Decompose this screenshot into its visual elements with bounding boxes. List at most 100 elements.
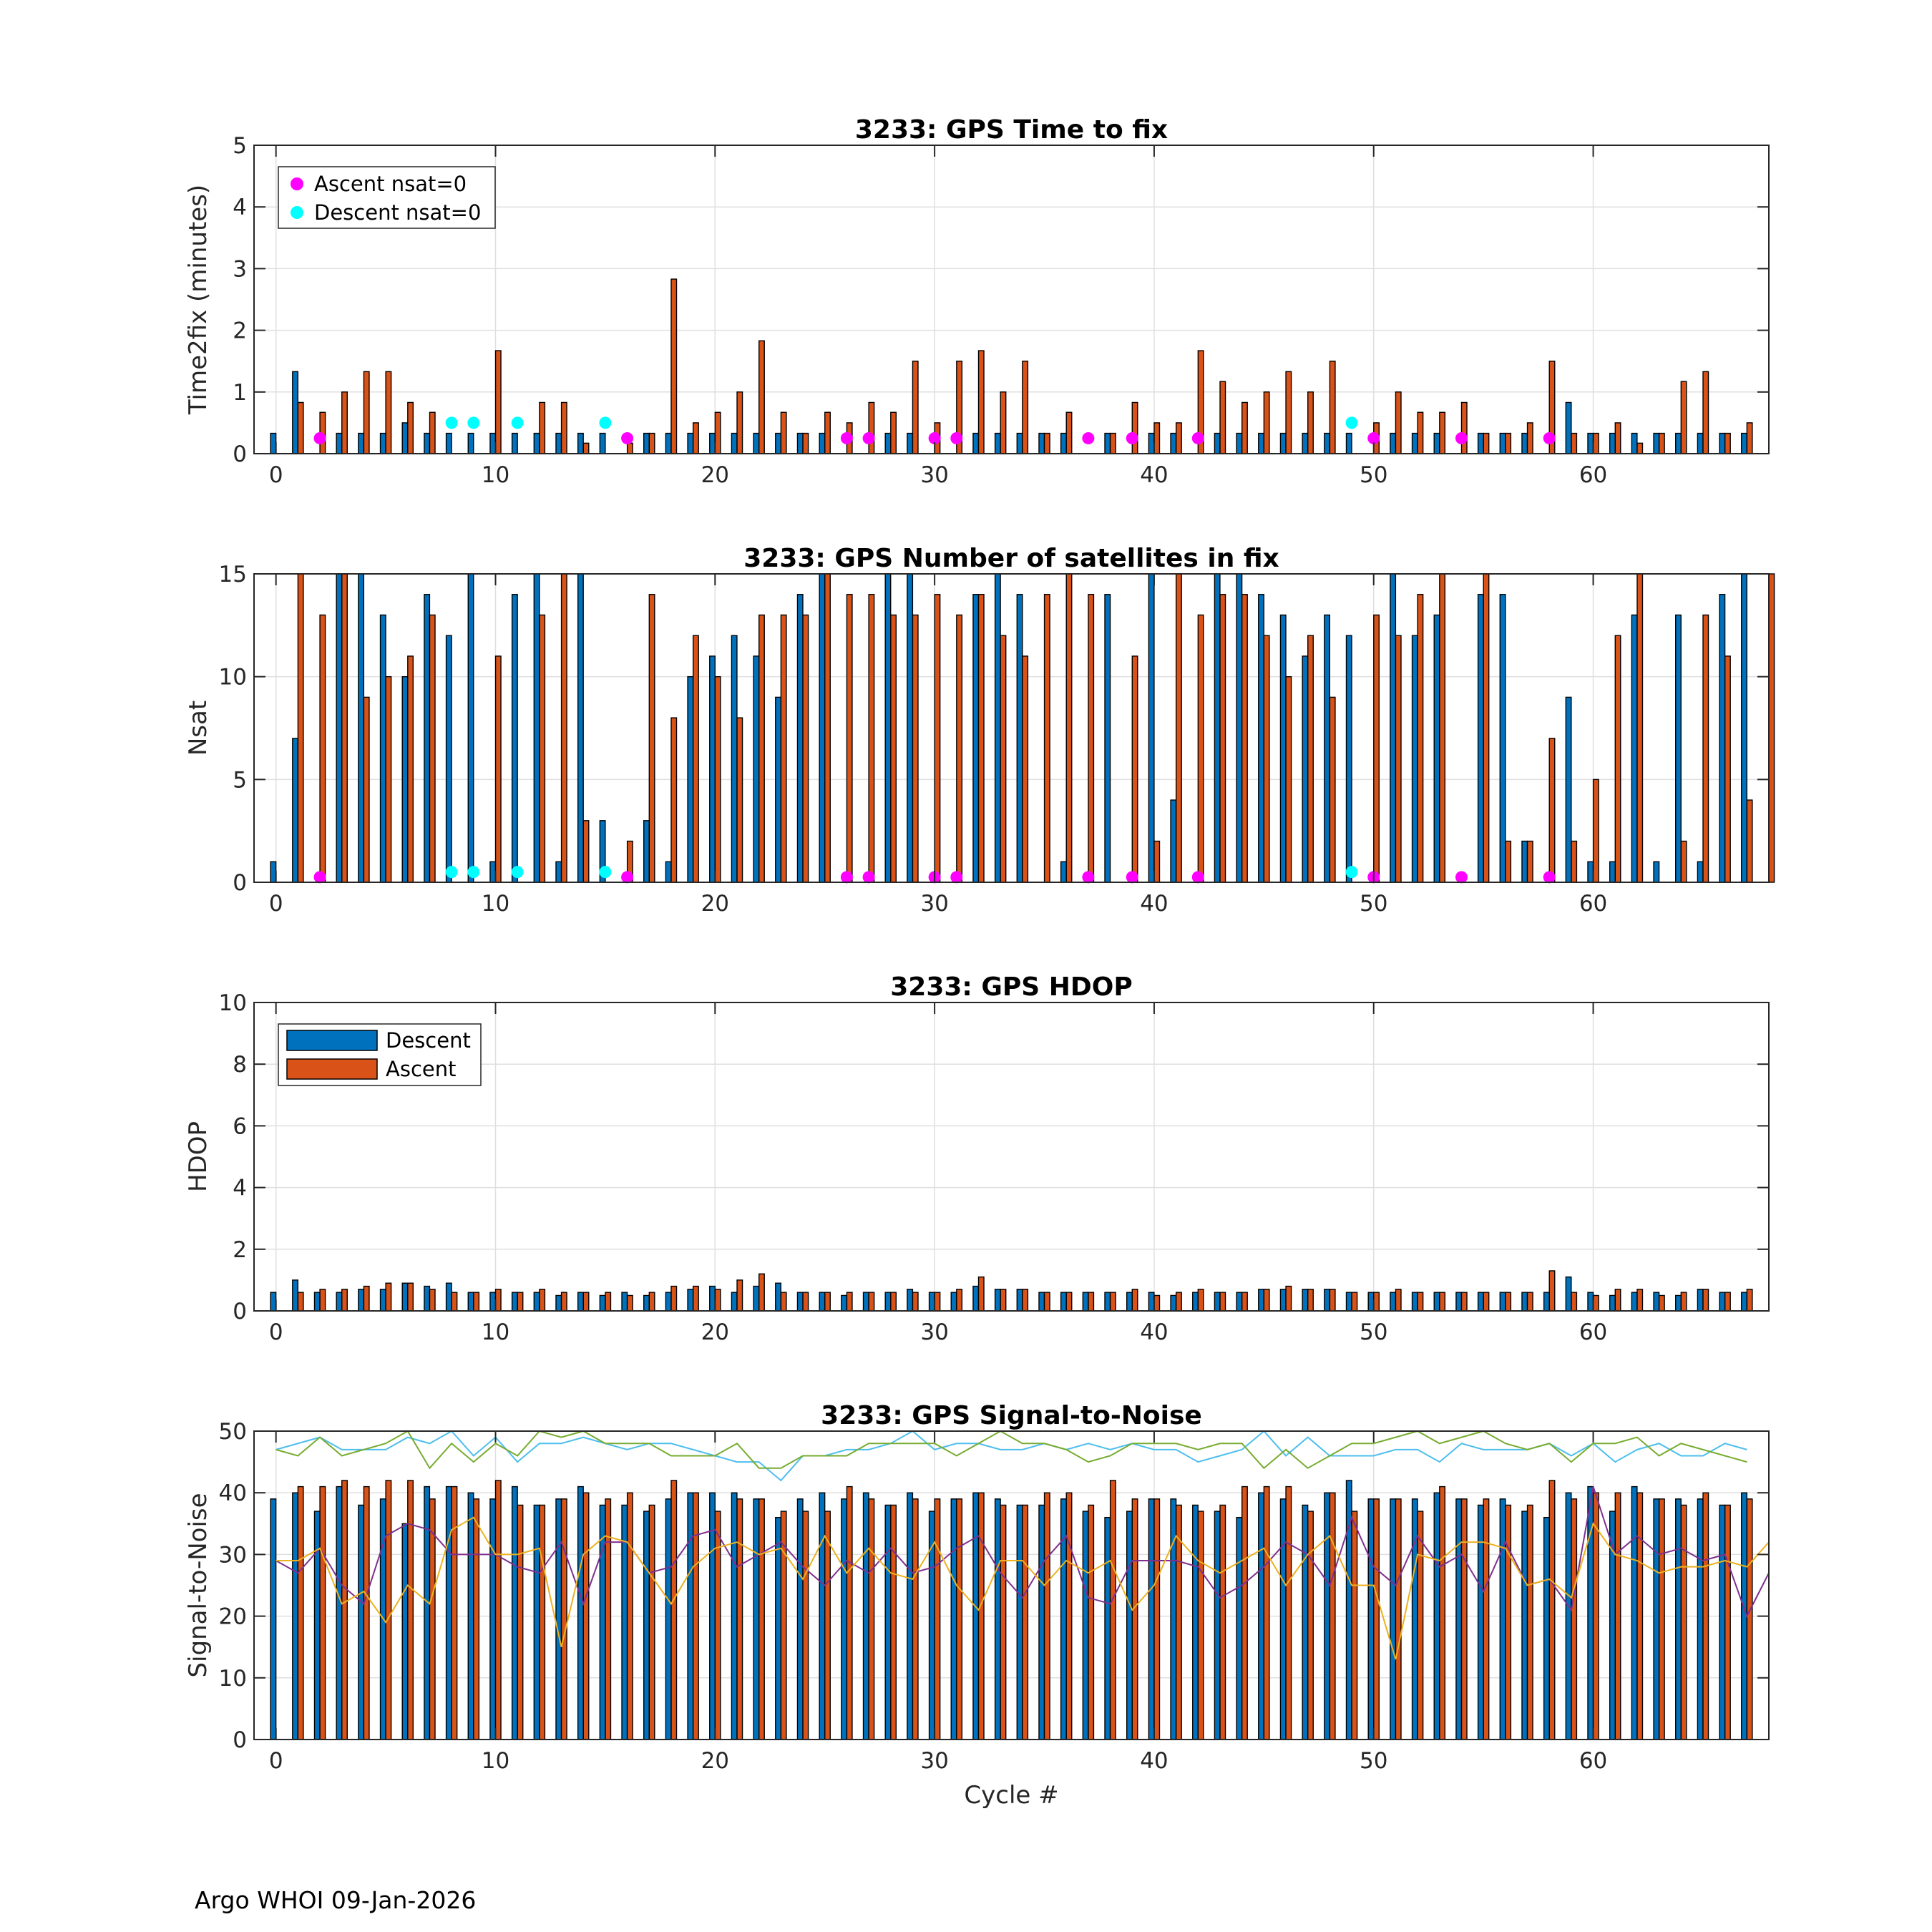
bar-ascent	[1526, 1292, 1533, 1312]
bar-ascent	[473, 1498, 480, 1740]
x-tick-label: 50	[1360, 891, 1387, 917]
bar-ascent	[1505, 840, 1512, 883]
marker-descent-nsat0	[445, 416, 458, 429]
bar-ascent	[1065, 573, 1073, 883]
bar-descent	[1521, 1292, 1528, 1312]
bar-descent	[1038, 432, 1045, 454]
bar-descent	[358, 1504, 365, 1740]
bar-descent	[1499, 594, 1506, 883]
legend-label: Ascent nsat=0	[314, 172, 467, 196]
bar-descent	[796, 1498, 804, 1740]
bar-descent	[1719, 1504, 1726, 1740]
bar-descent	[489, 1292, 497, 1312]
bar-descent	[665, 432, 672, 454]
bar-descent	[1390, 432, 1397, 454]
bar-descent	[1324, 1492, 1331, 1740]
bar-ascent	[1131, 401, 1138, 454]
bar-descent	[753, 1498, 760, 1740]
bar-ascent	[648, 1504, 655, 1740]
bar-descent	[1741, 1492, 1747, 1740]
bar-descent	[884, 1504, 892, 1740]
bar-descent	[1653, 1498, 1660, 1740]
bar-descent	[401, 1523, 409, 1740]
bar-ascent	[1263, 1289, 1270, 1312]
bar-descent	[1148, 1498, 1155, 1740]
bar-ascent	[780, 1292, 787, 1312]
bar-descent	[313, 1292, 321, 1312]
x-tick-label: 60	[1579, 462, 1607, 488]
bar-ascent	[1351, 1292, 1358, 1312]
bar-descent	[1148, 573, 1155, 883]
bar-descent	[270, 1498, 277, 1740]
bar-ascent	[1131, 1289, 1138, 1312]
bar-ascent	[494, 350, 502, 454]
series-line-cyan	[275, 1430, 1747, 1482]
legend-swatch	[286, 1058, 378, 1080]
bar-descent	[401, 422, 409, 454]
x-tick-label: 60	[1579, 1748, 1607, 1774]
x-tick-label: 0	[269, 1319, 283, 1345]
bar-descent	[1521, 432, 1528, 454]
bar-descent	[424, 1285, 431, 1312]
marker-ascent-nsat0	[862, 431, 875, 444]
bar-ascent	[1373, 614, 1380, 883]
legend-swatch	[286, 1030, 378, 1051]
bar-descent	[292, 1279, 299, 1312]
bar-descent	[665, 1292, 672, 1312]
bar-descent	[577, 1485, 584, 1740]
axes-box	[253, 573, 1770, 883]
bar-descent	[775, 1282, 781, 1312]
bar-descent	[358, 432, 365, 454]
y-tick-label: 10	[219, 1666, 247, 1692]
bar-ascent	[670, 1480, 678, 1740]
bar-ascent	[1395, 635, 1402, 883]
bar-ascent	[802, 1511, 809, 1740]
bar-descent	[1302, 655, 1309, 883]
bar-descent	[687, 432, 694, 454]
bar-descent	[313, 1511, 321, 1740]
bar-ascent	[363, 1285, 370, 1312]
bar-descent	[1148, 1292, 1155, 1312]
y-tick-label: 50	[219, 1419, 247, 1445]
bar-ascent	[1460, 1292, 1468, 1312]
bar-descent	[1631, 614, 1638, 883]
y-tick-label: 20	[219, 1604, 247, 1630]
bar-ascent	[385, 675, 392, 883]
bar-ascent	[1592, 432, 1599, 454]
marker-ascent-nsat0	[621, 871, 634, 884]
x-tick-label: 30	[920, 462, 948, 488]
bar-descent	[1367, 1498, 1375, 1740]
bar-ascent	[1263, 391, 1270, 454]
y-tick-label: 0	[233, 441, 247, 467]
y-tick-label: 2	[233, 1237, 247, 1263]
marker-ascent-nsat0	[1455, 431, 1468, 444]
bar-ascent	[539, 1289, 546, 1312]
bar-descent	[1477, 1504, 1484, 1740]
bar-descent	[445, 1485, 452, 1740]
y-tick-label: 30	[219, 1542, 247, 1568]
bar-descent	[1675, 614, 1682, 883]
bar-ascent	[824, 1292, 831, 1312]
bar-ascent	[385, 1480, 392, 1740]
bar-descent	[796, 594, 804, 883]
nsat-panel: 0 10 20 30 40 50 60 0 5 10 15 3233: GPS Number of s…	[184, 544, 1775, 917]
bar-ascent	[1746, 1498, 1753, 1740]
bar-ascent	[648, 432, 655, 454]
bar-descent	[379, 432, 386, 454]
bar-ascent	[1505, 1504, 1512, 1740]
bar-ascent	[407, 401, 414, 454]
bar-descent	[358, 1289, 365, 1312]
bar-descent	[994, 1289, 1001, 1312]
bar-ascent	[1197, 1511, 1204, 1740]
x-tick-label: 50	[1360, 1748, 1387, 1774]
marker-ascent-nsat0	[1191, 871, 1204, 884]
bar-descent	[819, 573, 826, 883]
bar-descent	[1126, 1511, 1133, 1740]
bar-descent	[1324, 432, 1331, 454]
bar-descent	[401, 675, 409, 883]
bar-descent	[731, 1492, 738, 1740]
bar-descent	[884, 432, 892, 454]
bar-ascent	[1417, 1292, 1424, 1312]
bar-descent	[907, 1492, 914, 1740]
bar-descent	[358, 573, 365, 883]
